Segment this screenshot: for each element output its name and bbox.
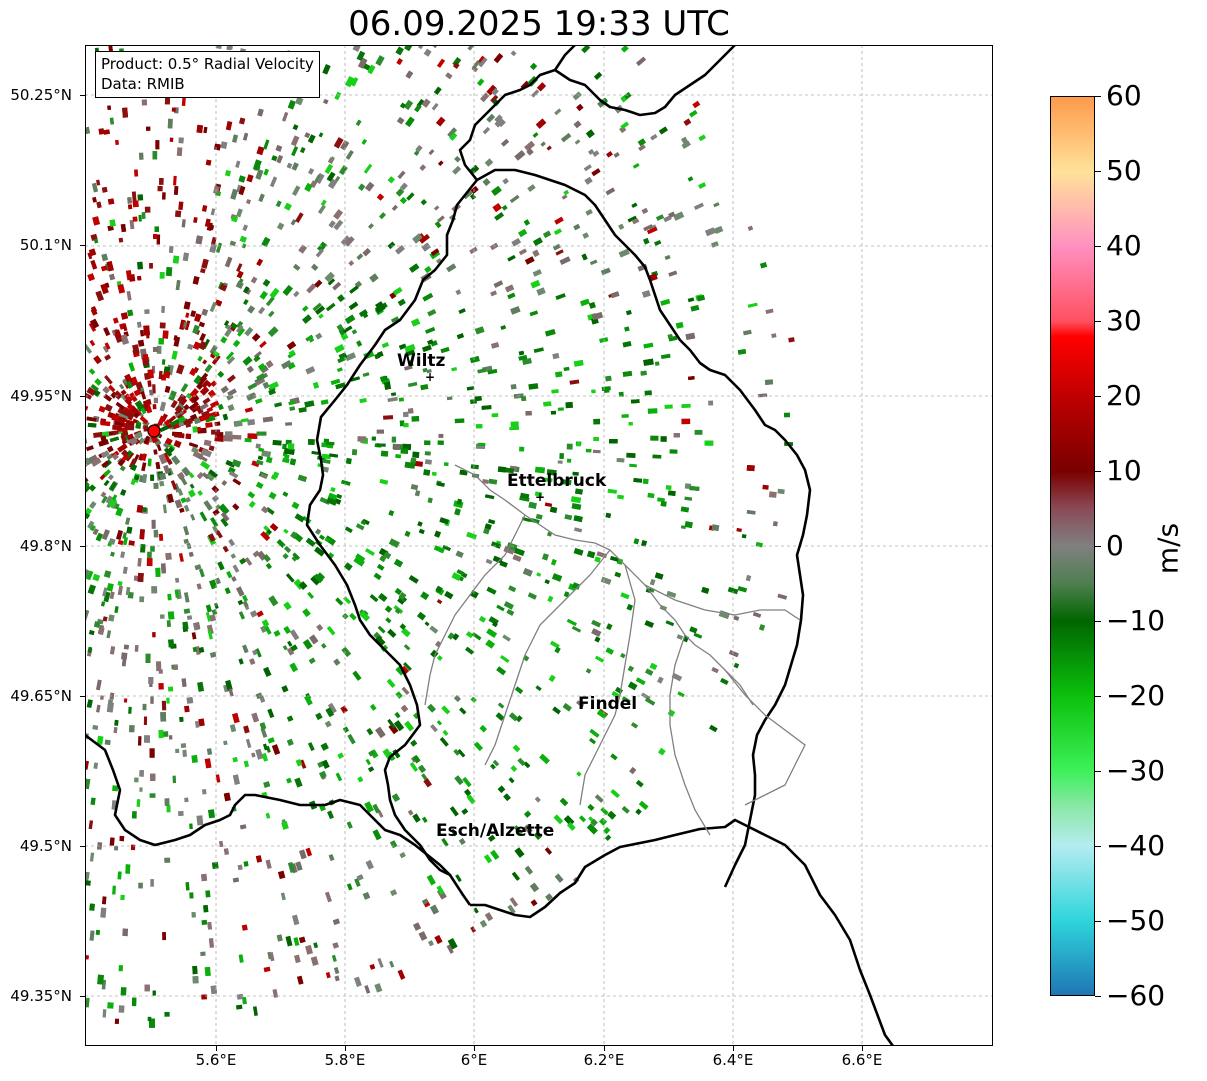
colorbar-tick (1095, 546, 1101, 547)
lat-label: 49.5°N (19, 837, 72, 855)
radar-map-canvas[interactable] (85, 45, 993, 1046)
lon-tick (604, 1046, 605, 1051)
colorbar-tick-label: −40 (1106, 829, 1166, 862)
lat-tick (80, 846, 85, 847)
colorbar-tick-label: 60 (1106, 79, 1142, 112)
lon-tick (733, 1046, 734, 1051)
lon-tick (862, 1046, 863, 1051)
lon-label: 6.6°E (841, 1051, 883, 1069)
lon-label: 6.4°E (712, 1051, 754, 1069)
colorbar-tick-label: 0 (1106, 529, 1124, 562)
border-belgium-luxembourg (305, 179, 479, 906)
lon-label: 5.8°E (324, 1051, 366, 1069)
lon-tick (216, 1046, 217, 1051)
city-label-ettelbruck: Ettelbruck (507, 471, 607, 491)
lat-label: 49.65°N (10, 687, 72, 705)
lat-label: 49.8°N (19, 537, 72, 555)
colorbar-tick (1095, 996, 1101, 997)
lat-tick (80, 396, 85, 397)
colorbar-tick-label: −10 (1106, 604, 1166, 637)
colorbar-tick-label: 40 (1106, 229, 1142, 262)
colorbar-tick (1095, 921, 1101, 922)
lon-tick (474, 1046, 475, 1051)
radar-velocity-echoes (85, 45, 795, 1028)
colorbar-tick (1095, 621, 1101, 622)
colorbar-tick-label: 20 (1106, 379, 1142, 412)
product-info-box: Product: 0.5° Radial Velocity Data: RMIB (95, 51, 320, 98)
colorbar-tick (1095, 246, 1101, 247)
colorbar-tick-label: 10 (1106, 454, 1142, 487)
colorbar-tick-label: −60 (1106, 979, 1166, 1012)
colorbar-tick (1095, 846, 1101, 847)
lat-tick (80, 95, 85, 96)
colorbar-tick (1095, 471, 1101, 472)
lat-tick (80, 996, 85, 997)
canton-borders (424, 464, 806, 836)
colorbar-tick (1095, 96, 1101, 97)
colorbar-tick-label: 50 (1106, 154, 1142, 187)
colorbar-tick (1095, 171, 1101, 172)
colorbar-unit-label: m/s (1151, 522, 1185, 575)
lon-tick (345, 1046, 346, 1051)
border-germany-north-2 (554, 45, 736, 117)
colorbar-tick (1095, 321, 1101, 322)
lat-label: 49.95°N (10, 387, 72, 405)
colorbar-tick-label: −50 (1106, 904, 1166, 937)
border-belgium-france (85, 733, 451, 876)
map-gridlines (85, 45, 993, 1046)
radar-map[interactable] (85, 45, 993, 1046)
lat-label: 50.1°N (19, 236, 72, 254)
lon-label: 6.2°E (583, 1051, 625, 1069)
country-borders (85, 45, 895, 1046)
lat-label: 50.25°N (10, 86, 72, 104)
colorbar-tick (1095, 696, 1101, 697)
city-label-esch-alzette: Esch/Alzette (436, 821, 555, 841)
colorbar-tick-label: −20 (1106, 679, 1166, 712)
colorbar-tick (1095, 396, 1101, 397)
colorbar-tick-label: −30 (1106, 754, 1166, 787)
city-marker-icon: + (535, 490, 546, 504)
lon-label: 5.6°E (195, 1051, 237, 1069)
colorbar-tick-label: 30 (1106, 304, 1142, 337)
lat-tick (80, 245, 85, 246)
city-label-findel: Findel (578, 694, 638, 714)
border-luxembourg-germany (476, 168, 812, 888)
map-title: 06.09.2025 19:33 UTC (348, 4, 730, 44)
data-source-label: Data: RMIB (101, 75, 185, 93)
radar-site-marker (147, 424, 161, 438)
velocity-colorbar (1050, 96, 1095, 996)
lat-tick (80, 696, 85, 697)
lat-label: 49.35°N (10, 987, 72, 1005)
city-marker-icon: + (425, 370, 436, 384)
border-germany-north (458, 45, 576, 181)
city-label-wiltz: Wiltz (397, 351, 446, 371)
product-label: Product: 0.5° Radial Velocity (101, 55, 314, 73)
lon-label: 6°E (460, 1051, 488, 1069)
border-luxembourg-france (470, 818, 895, 1046)
colorbar-tick (1095, 771, 1101, 772)
lat-tick (80, 546, 85, 547)
